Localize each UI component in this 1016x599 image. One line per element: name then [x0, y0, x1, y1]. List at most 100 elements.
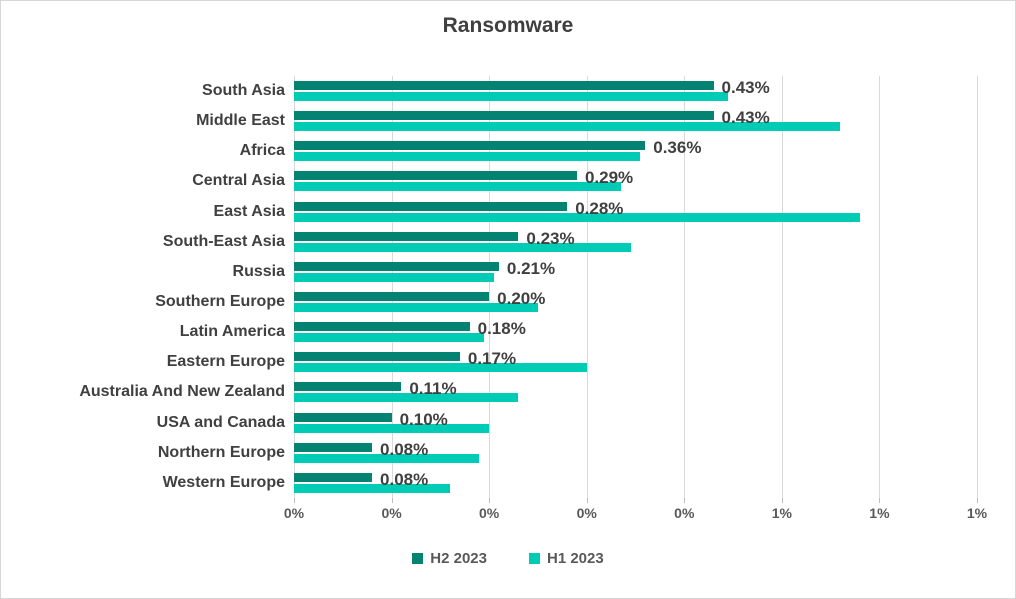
gridline [391, 76, 393, 498]
bar-value-label: 0.20% [497, 289, 546, 308]
bar-h1-2023 [294, 483, 451, 493]
x-axis-label: 1% [869, 505, 890, 521]
bar-row: 0.23% [294, 227, 977, 257]
bar-h1-2023 [294, 303, 538, 312]
y-axis-label: South-East Asia [162, 232, 285, 250]
bar-row: 0.08% [294, 438, 977, 468]
bar-row: 0.08% [294, 468, 977, 498]
legend-label: H2 2023 [430, 550, 487, 567]
axis-tick [391, 498, 393, 503]
bar-h1-2023 [294, 212, 860, 222]
y-axis-label: Central Asia [192, 172, 285, 190]
axis-tick [294, 498, 295, 503]
y-axis-label: Latin America [179, 323, 285, 341]
axis-tick [586, 498, 588, 503]
bar-h1-2023 [294, 92, 729, 101]
chart-title: Ransomware [442, 14, 574, 37]
y-axis-label: Southern Europe [155, 293, 285, 311]
bar-h2-2023 [294, 412, 392, 422]
value-axis: 0% 0% 0% 0% 0% 1% 1% 1% [284, 505, 987, 525]
bar-h2-2023 [294, 322, 470, 332]
gridline [586, 76, 588, 498]
bar-value-label: 0.36% [653, 138, 702, 158]
bar-h2-2023 [294, 141, 646, 151]
legend-item: H2 2023 [412, 550, 487, 567]
legend-label: H1 2023 [547, 550, 604, 567]
bar-h2-2023 [294, 171, 577, 181]
gridline [684, 76, 686, 498]
bar-value-label: 0.10% [399, 409, 448, 429]
x-axis-label: 0% [381, 505, 402, 521]
bar-h1-2023 [294, 333, 485, 343]
bar-row: 0.43% [294, 76, 977, 106]
y-axis-label: Middle East [196, 112, 285, 130]
legend-item: H1 2023 [529, 550, 604, 567]
x-axis-label: 0% [283, 505, 305, 521]
bar-h1-2023 [294, 182, 621, 192]
bar-value-label: 0.08% [380, 439, 429, 459]
bar-value-label: 0.43% [721, 78, 770, 97]
bar-h2-2023 [294, 81, 714, 90]
bar-h1-2023 [294, 122, 841, 132]
bar-h2-2023 [294, 261, 499, 271]
bar-h2-2023 [294, 472, 373, 482]
legend: H2 2023 H1 2023 [1, 550, 1015, 567]
legend-swatch [412, 553, 424, 564]
category-axis: South Asia Middle East Africa Central Asia E… [1, 76, 285, 498]
bar-value-label: 0.29% [584, 168, 634, 188]
bar-value-label: 0.43% [721, 108, 770, 128]
y-axis-label: East Asia [213, 202, 285, 220]
x-axis-label: 0% [576, 505, 597, 521]
axis-tick [489, 498, 491, 503]
bar-value-label: 0.21% [506, 258, 556, 278]
bar-h1-2023 [294, 242, 631, 252]
y-axis-label: Eastern Europe [166, 353, 285, 371]
axis-tick [684, 498, 686, 503]
bar-row: 0.21% [294, 257, 977, 287]
x-axis-label: 0% [674, 505, 695, 521]
plot-area: 0.43% 0.43% 0.36% 0.29% 0.28% 0.23% 0.21% 0.20%… [294, 76, 978, 503]
bar-h2-2023 [294, 382, 402, 392]
gridline [977, 76, 978, 498]
bar-h2-2023 [294, 201, 568, 211]
bar-h1-2023 [294, 393, 519, 403]
x-axis-label: 1% [966, 505, 988, 521]
bar-h2-2023 [294, 231, 519, 241]
y-axis-label: Africa [239, 142, 285, 160]
y-axis-label: Northern Europe [157, 443, 285, 461]
y-axis-label: South Asia [202, 82, 285, 100]
y-axis-label: Western Europe [162, 473, 285, 491]
bar-row: 0.43% [294, 106, 977, 136]
gridline [879, 76, 881, 498]
legend-swatch [529, 553, 540, 564]
y-axis-label: USA and Canada [156, 413, 285, 431]
bar-row: 0.36% [294, 136, 977, 166]
bar-value-label: 0.18% [477, 319, 526, 339]
gridline [781, 76, 783, 498]
bar-h1-2023 [294, 363, 587, 373]
bar-h2-2023 [294, 292, 490, 301]
bar-h1-2023 [294, 423, 490, 433]
axis-tick [781, 498, 783, 503]
bar-h2-2023 [294, 442, 373, 452]
bar-h2-2023 [294, 352, 460, 362]
bar-row: 0.28% [294, 197, 977, 227]
bar-row: 0.11% [294, 377, 977, 407]
bar-row: 0.20% [294, 287, 977, 317]
bar-row: 0.29% [294, 166, 977, 196]
bar-value-label: 0.11% [409, 379, 457, 399]
axis-tick [879, 498, 881, 503]
bar-h1-2023 [294, 152, 641, 162]
bar-row: 0.18% [294, 317, 977, 347]
bar-value-label: 0.23% [526, 228, 575, 248]
bar-value-label: 0.17% [467, 349, 517, 369]
bar-h2-2023 [294, 111, 714, 121]
gridline [489, 76, 491, 498]
bar-h1-2023 [294, 453, 480, 463]
y-axis-label: Australia And New Zealand [79, 383, 285, 401]
bar-h1-2023 [294, 272, 495, 282]
x-axis-label: 0% [479, 505, 500, 521]
bar-value-label: 0.08% [380, 469, 429, 489]
axis-tick [977, 498, 978, 503]
